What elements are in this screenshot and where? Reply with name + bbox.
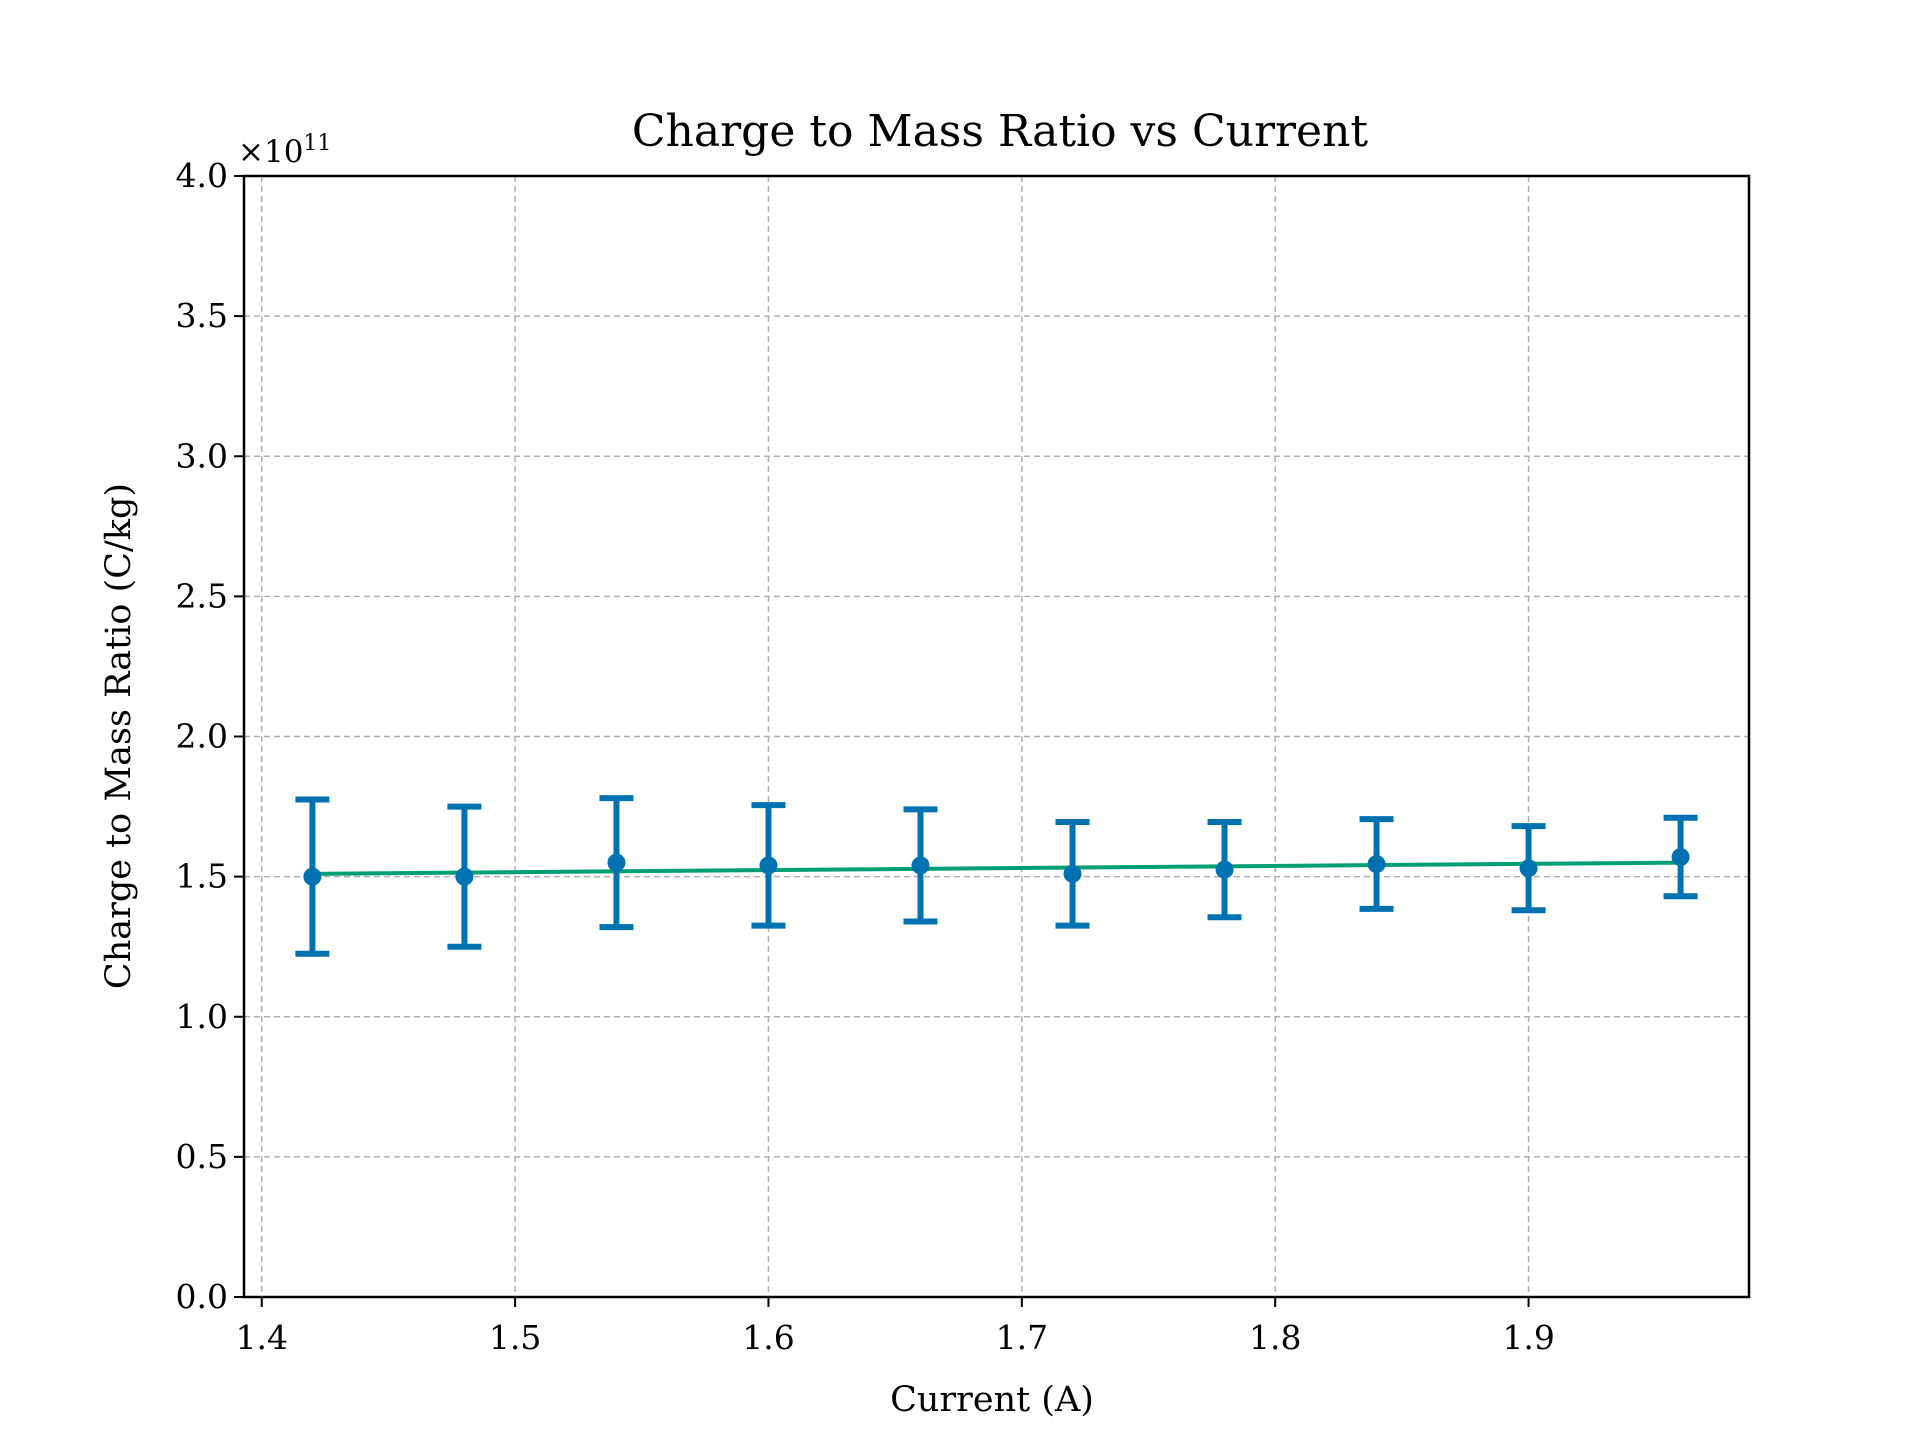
data-point	[1519, 859, 1538, 878]
x-tick-label: 1.4	[235, 1318, 287, 1357]
x-tick-label: 1.5	[489, 1318, 541, 1357]
error-bar-point	[295, 796, 330, 957]
error-bar-point	[1663, 814, 1698, 900]
x-tick-label: 1.7	[996, 1318, 1048, 1357]
error-bar-point	[751, 802, 786, 929]
data-point	[1063, 864, 1082, 883]
y-scale-multiplier: ×1011	[238, 131, 331, 170]
error-bar-point	[1055, 818, 1090, 929]
data-point	[1367, 855, 1386, 874]
error-bar-point	[599, 795, 634, 931]
data-point	[455, 867, 474, 886]
data-point	[607, 853, 626, 872]
x-axis-label: Current (A)	[890, 1380, 1094, 1420]
data-point	[1671, 848, 1690, 867]
fit-line-series	[312, 860, 1681, 876]
data-point	[303, 867, 322, 886]
y-tick-label: 1.5	[176, 857, 228, 896]
y-tick-label: 2.5	[176, 576, 228, 615]
y-tick-label: 1.0	[176, 997, 228, 1036]
grid-lines	[244, 175, 1749, 1298]
y-axis-label: Charge to Mass Ratio (C/kg)	[99, 483, 139, 989]
data-point	[1215, 860, 1234, 879]
y-tick-label: 0.0	[176, 1277, 228, 1316]
y-tick-label: 3.5	[176, 296, 228, 335]
chart-title: Charge to Mass Ratio vs Current	[632, 106, 1369, 157]
y-tick-label: 4.0	[176, 156, 228, 195]
error-bar-point	[1207, 818, 1242, 921]
y-scale-base: ×10	[238, 134, 303, 170]
y-tick-label: 2.0	[176, 717, 228, 756]
error-bar-point	[447, 803, 482, 950]
error-bar-point	[1359, 816, 1394, 912]
error-bar-point	[903, 806, 938, 925]
data-point	[759, 856, 778, 875]
error-bar-point	[1511, 823, 1546, 914]
y-tick-label: 0.5	[176, 1137, 228, 1176]
fit-line	[312, 860, 1681, 876]
y-tick-label: 3.0	[176, 436, 228, 475]
x-axis-ticks: 1.4 1.5 1.6 1.7 1.8 1.9	[235, 1297, 1555, 1357]
error-bar-series	[295, 795, 1698, 957]
y-scale-exponent: 11	[303, 131, 331, 156]
x-tick-label: 1.6	[742, 1318, 794, 1357]
data-point	[911, 856, 930, 875]
x-tick-label: 1.8	[1249, 1318, 1301, 1357]
y-axis-ticks: 0.0 0.5 1.0 1.5 2.0 2.5 3.0 3.5 4.0	[176, 156, 244, 1316]
x-tick-label: 1.9	[1502, 1318, 1554, 1357]
